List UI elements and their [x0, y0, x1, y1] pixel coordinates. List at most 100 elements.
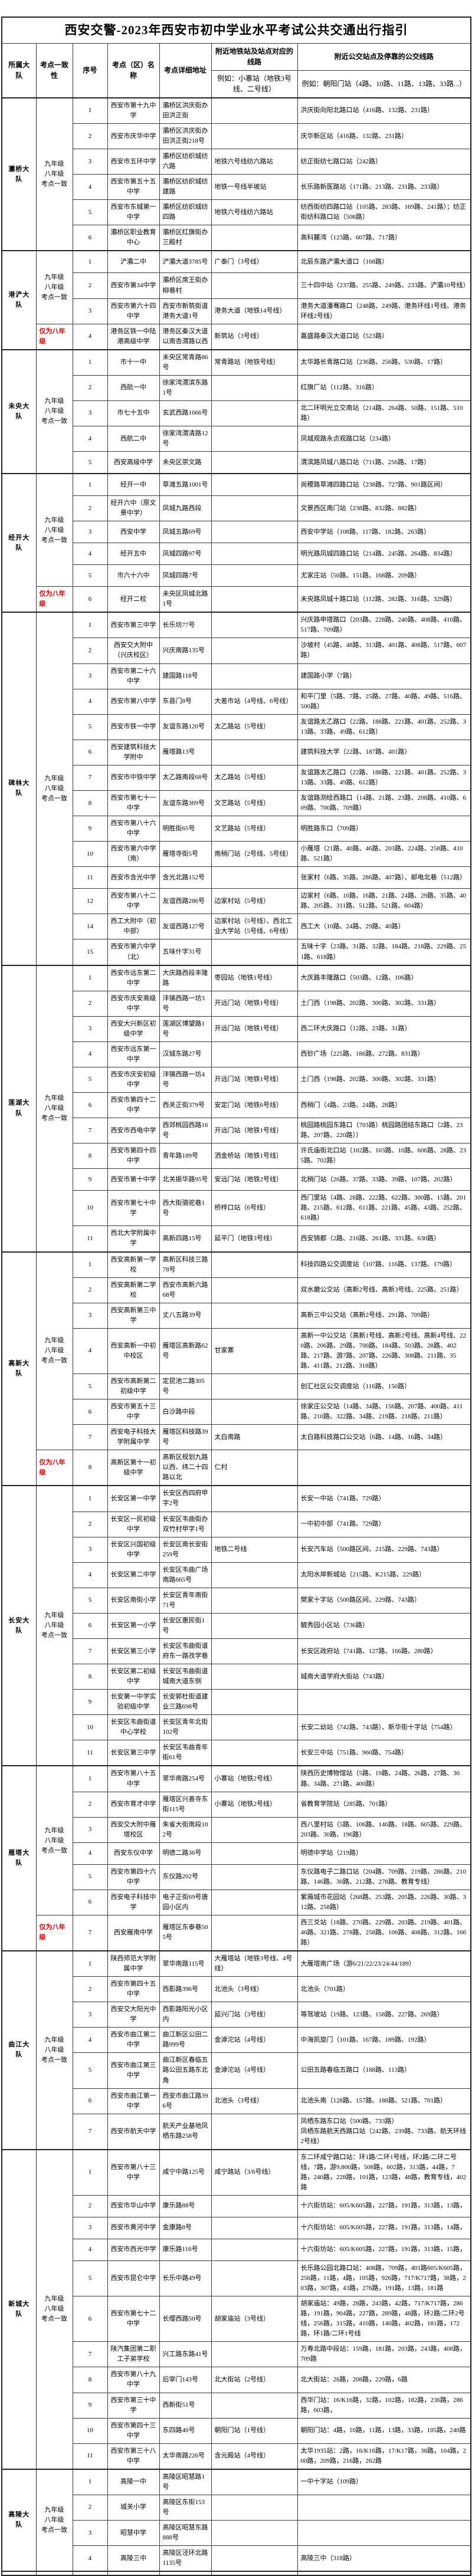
- table-row: 2 城关小学 高陵区东街153号: [2, 2494, 471, 2521]
- bus-lines-cell: 渭滨路凤城八路口站（711路、256路、17路）: [297, 451, 471, 474]
- row-index-cell: 5: [72, 1373, 108, 1400]
- school-name-cell: 西安市庆安初级中学: [107, 1066, 160, 1093]
- metro-cell: [211, 1638, 298, 1665]
- table-row: 5 西安市昆仑中学 长乐中路49号 长乐路公园北路口站：408路，709路，401路6…: [2, 2260, 471, 2297]
- row-index-cell: 6: [72, 1889, 108, 1915]
- metro-cell: [211, 1864, 298, 1890]
- bus-lines-cell: 大雁塔南广场（游6/21/22/23/24/44/189）: [297, 1950, 471, 1977]
- metro-cell: [211, 612, 298, 639]
- row-index-cell: 12: [72, 888, 108, 915]
- table-row: 10 西安市第四十三中学 东四路40号 朝阳门站（1号线） 朝阳门站：4路，10路，11…: [2, 2417, 471, 2444]
- table-row: 10 西安市第六中学（南） 雁塔寺街5号 南稍门站（2号线、5号线） 小雁塔（21路、4…: [2, 841, 471, 868]
- row-index-cell: 2: [72, 272, 108, 299]
- row-index-cell: 8: [72, 1664, 108, 1690]
- row-index-cell: 10: [72, 1714, 108, 1741]
- brigade-cell: 灞桥大队: [1, 97, 37, 251]
- bus-lines-cell: 明德中学站（219路）: [297, 1842, 471, 1865]
- address-cell: 东四路40号: [159, 2417, 212, 2444]
- bus-lines-cell: [297, 2494, 471, 2521]
- metro-cell: [211, 1889, 298, 1915]
- bus-lines-cell: 北池头（701路）: [297, 1976, 471, 2003]
- address-cell: 雁塔路13号: [159, 739, 212, 765]
- metro-cell: [211, 2468, 298, 2495]
- school-name-cell: 西安市曲江第二中学: [107, 2027, 160, 2053]
- partial-cell: [297, 2571, 471, 2576]
- address-cell: 西安市新筑街道港务大道1号: [159, 298, 212, 324]
- bus-lines-cell: 西安中学站（108路、117路、182路、263路）: [297, 521, 471, 544]
- bus-lines-cell: 北池头南（128路、157路、188路、521路、701路）: [297, 2088, 471, 2114]
- row-index-cell: 4: [72, 1562, 108, 1588]
- row-index-cell: 3: [72, 2519, 108, 2547]
- table-row: 3 西安市黄河中学 金康路8号 十六街坊站：605/K605路，227路，191路，3…: [2, 2217, 471, 2239]
- bus-lines-cell: 长安一中站（741路、729路）: [297, 1485, 471, 1512]
- metro-cell: [211, 1251, 298, 1278]
- metro-cell: 大雁塔站（地铁3号线、4号线）: [211, 1950, 298, 1977]
- table-row: 6 西安市第五十三中学 白沙路中段 徐家庄公交站（14路、34路、156路、207路、…: [2, 1399, 471, 1425]
- address-cell: 长安区惠民街1号: [159, 1612, 212, 1639]
- table-row: 仅为八年级 8 高新区第十一初级中学 高新区规划九路以西、纬二十四路以北 仁村: [2, 1450, 471, 1486]
- bus-lines-cell: [297, 1689, 471, 1716]
- transit-guide-table: 西安交警-2023年西安市初中学业水平考试公共交通出行指引 所属大队 考点一致性…: [1, 17, 472, 2576]
- row-index-cell: 2: [72, 1511, 108, 1537]
- brigade-cell: 莲湖大队: [1, 964, 37, 1253]
- metro-cell: [211, 2545, 298, 2572]
- metro-cell: 小寨站（地铁2号线）: [211, 1791, 298, 1818]
- address-cell: 高新区规划九路以西、纬二十四路以北: [159, 1450, 212, 1486]
- table-row: 5 西安市第四十六中学 东仪路202号 东仪路电子二路口站（204路、709路、219…: [2, 1864, 471, 1890]
- address-cell: 丈八五路39号: [159, 1302, 212, 1329]
- address-cell: 长乐中路49号: [159, 2260, 212, 2297]
- address-cell: 长安区韦曲街道府东一路孜学巷: [159, 1638, 212, 1665]
- table-row: 10 长安区韦曲街道中心学校 长安区青年北街102号 长安二幼站（742路、743路）…: [2, 1714, 471, 1741]
- bus-lines-cell: 友谊路太乙路口（22路、188路、221路、401路、252路、313路、33路…: [297, 764, 471, 791]
- row-index-cell: 6: [72, 586, 108, 613]
- row-index-cell: 6: [72, 1399, 108, 1425]
- address-cell: 长安区韦曲街办双竹村甲字1号: [159, 1511, 212, 1537]
- address-cell: 凤城九路西段: [159, 495, 212, 522]
- bus-lines-cell: 文景西区南门站（238路、832路、882路）: [297, 495, 471, 522]
- school-name-cell: 西安市第六中学（南）: [107, 841, 160, 868]
- metro-cell: 延兴门站（3号线）: [211, 2002, 298, 2028]
- bus-lines-cell: 土门西（198路、202路、300路、302路、331路）: [297, 990, 471, 1017]
- table-row: 5 西安高级中学 未央区崇文路 渭滨路凤城八路口站（711路、256路、17路）: [2, 451, 471, 474]
- table-row: 3 西安大兴新区初级中学 莲湖区博望路1号 开远门站（地铁1号线） 西二环大庆路口（12…: [2, 1016, 471, 1042]
- group-label-consistent: 九年级 八年级 考点一致: [35, 349, 73, 474]
- school-name-cell: 西安市第四十六中学: [107, 1864, 160, 1890]
- bus-lines-cell: 凤城观路永贞观路口站（234路）: [297, 426, 471, 452]
- bus-lines-cell: [297, 2519, 471, 2547]
- school-name-cell: 市六十六中: [107, 564, 160, 587]
- table-row: 6 西安市第四十二中学 西关正街379号 安定门站（地铁6号线） 西稍门（4路、23路、…: [2, 1092, 471, 1119]
- row-index-cell: 8: [72, 2367, 108, 2393]
- address-cell: 雁塔区东泰巷505号: [159, 1914, 212, 1951]
- metro-cell: [211, 638, 298, 664]
- row-index-cell: 1: [72, 1950, 108, 1977]
- metro-cell: 北大街站（2号线）: [211, 2367, 298, 2393]
- metro-cell: 桥梓口站（6号线）: [211, 1190, 298, 1227]
- address-cell: 凤城五路69号: [159, 521, 212, 544]
- row-index-cell: 2: [72, 1791, 108, 1818]
- table-row: 新城大队 九年级 八年级 考点一致 1 西安市第八十三中学 咸宁中路125号 咸宁路站（3…: [1, 2148, 471, 2470]
- col-header-bus: 附近公交站点及停靠的公交线路: [297, 42, 471, 71]
- table-row: 11 西北大学附属中学 高新四路15号 延平门（地铁3号线） 西安锦都（2路、216路、…: [2, 1225, 471, 1253]
- bus-lines-cell: 省教育学院站（285路、701路）: [297, 1791, 471, 1818]
- row-index-cell: 7: [72, 2341, 108, 2368]
- bus-lines-cell: 十六街坊站：605/K605路，227路，191路，313路，13路，: [297, 2195, 471, 2217]
- address-cell: 西影路阳光小区内: [159, 2002, 212, 2028]
- metro-cell: [211, 1664, 298, 1690]
- row-index-cell: 5: [72, 714, 108, 740]
- school-name-cell: 西安高新第二学校: [107, 1277, 160, 1303]
- bus-lines-cell: 科技四路公交调度站（107路、116路、137路、179路）: [297, 1251, 471, 1278]
- row-index-cell: 5: [72, 1864, 108, 1890]
- row-index-cell: 1: [72, 2468, 108, 2495]
- table-row: 7 陕汽集团第二职工子弟学校 兴工路东路41号 万寿北路中段站：159路，181路，2…: [2, 2341, 471, 2368]
- address-cell: 灞桥区洪庆街办田洪正街: [159, 97, 212, 124]
- school-name-cell: 高陵三中: [107, 2545, 160, 2572]
- address-cell: 兴工路东路41号: [159, 2341, 212, 2368]
- metro-cell: [211, 451, 298, 474]
- row-index-cell: 4: [72, 1041, 108, 1067]
- group-label-consistent: 九年级 八年级 考点一致: [35, 964, 73, 1253]
- row-index-cell: 1: [72, 250, 108, 274]
- address-cell: 沣镐西路一坊4号: [159, 1066, 212, 1093]
- metro-example: 例如：小寨站（地铁3号线、二号线）: [211, 70, 298, 98]
- row-index-cell: 15: [72, 939, 108, 966]
- bus-lines-cell: 高新三中公交站（高新2号线、291路、709路）: [297, 1302, 471, 1329]
